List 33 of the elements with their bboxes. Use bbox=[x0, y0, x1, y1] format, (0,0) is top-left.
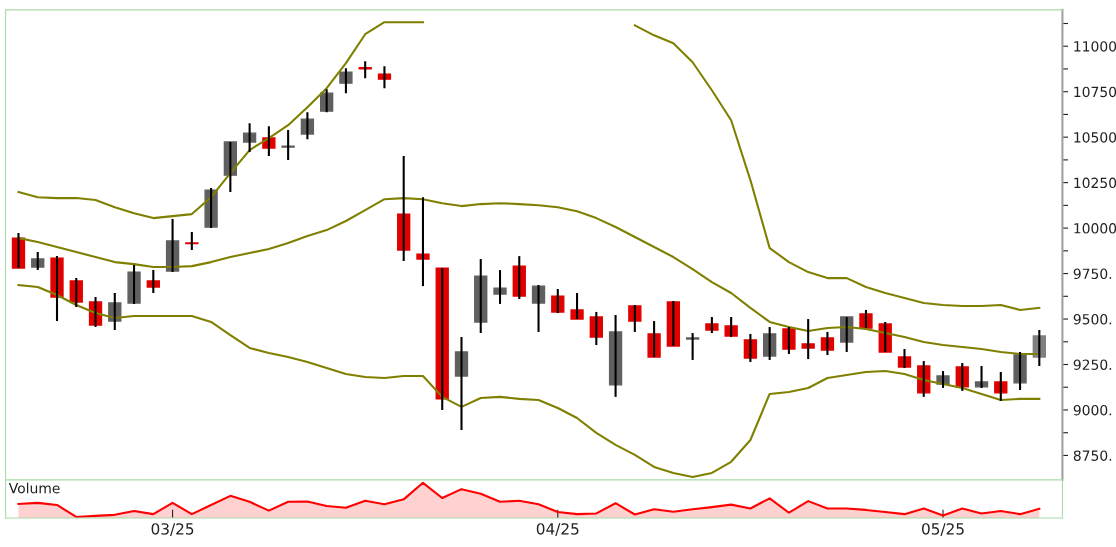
x-tick-label: 03/25 bbox=[151, 523, 194, 536]
candlestick bbox=[493, 269, 507, 305]
candlestick bbox=[416, 196, 430, 288]
candlestick bbox=[1013, 350, 1027, 391]
x-tick-label: 05/25 bbox=[922, 523, 964, 536]
y-tick-label: 10500 bbox=[1074, 132, 1116, 143]
candlestick bbox=[242, 122, 257, 154]
candlestick bbox=[146, 269, 160, 295]
y-tick-label: 10250 bbox=[1074, 177, 1116, 189]
candlestick bbox=[801, 317, 815, 361]
y-tick-label: 10000 bbox=[1074, 223, 1116, 234]
candlestick bbox=[705, 315, 719, 335]
y-tick-label: 9500. bbox=[1073, 314, 1112, 325]
candlestick bbox=[185, 231, 199, 252]
y-tick-label: 9000. bbox=[1073, 404, 1112, 416]
y-tick-label: 9750. bbox=[1073, 268, 1112, 280]
candlestick bbox=[628, 303, 642, 333]
candlestick bbox=[685, 332, 700, 361]
candlestick bbox=[782, 326, 796, 355]
line-series bbox=[17, 283, 1041, 478]
y-tick-label: 10750 bbox=[1074, 86, 1116, 98]
candlestick bbox=[666, 299, 681, 347]
candlestick bbox=[570, 291, 584, 321]
candlestick bbox=[859, 308, 873, 329]
x-tick-label: 04/25 bbox=[536, 523, 579, 536]
y-tick-label: 8750. bbox=[1073, 450, 1112, 461]
candlestick bbox=[647, 319, 661, 359]
chart-title: Volume bbox=[8, 482, 60, 494]
candlestick bbox=[281, 129, 295, 162]
y-tick-label: 11000 bbox=[1074, 41, 1116, 52]
candlestick bbox=[127, 263, 141, 305]
y-tick-label: 9250. bbox=[1073, 359, 1112, 370]
candlestick bbox=[724, 315, 738, 339]
